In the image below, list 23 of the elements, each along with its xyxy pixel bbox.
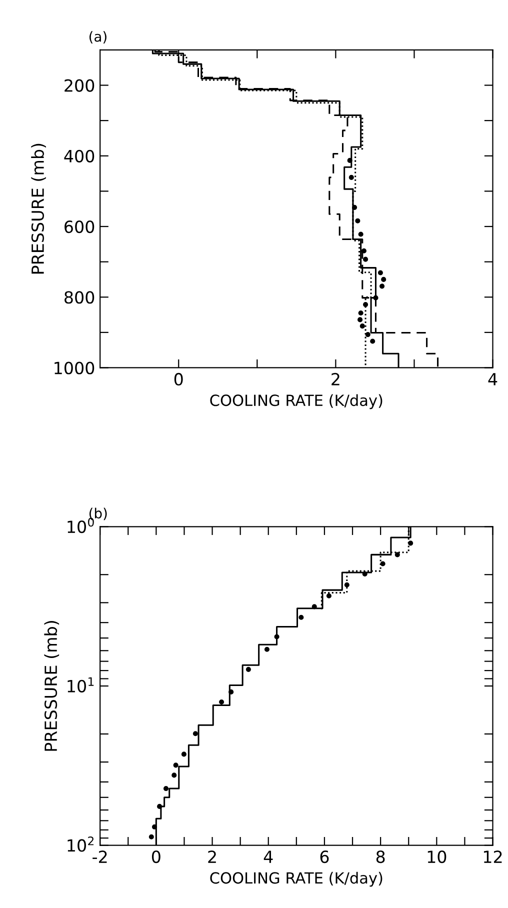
x-tick-label: 2 (332, 372, 340, 386)
x-tick-label: 4 (488, 373, 498, 386)
y-axis-title: PRESSURE (mb) (31, 144, 46, 274)
x-tick-label: 4 (264, 850, 273, 863)
x-tick-label: 2 (208, 850, 216, 863)
x-axis-title: COOLING RATE (K/day) (210, 394, 382, 410)
x-axis-title: COOLING RATE (K/day) (210, 872, 382, 887)
y-tick-label: 10$^{1}$ (68, 677, 94, 692)
x-tick-label: -2 (92, 850, 107, 863)
y-axis-title: PRESSURE (mb) (44, 621, 60, 751)
chart-title: (a) (89, 31, 106, 44)
x-tick-label: 0 (174, 372, 183, 386)
x-tick-label: 10 (428, 850, 446, 864)
x-tick-label: 12 (484, 850, 502, 863)
y-tick-label: 800 (64, 291, 94, 304)
y-tick-label: 1000 (54, 362, 94, 374)
y-tick-label: 600 (64, 220, 94, 234)
y-tick-label: 200 (64, 79, 94, 92)
x-tick-label: 8 (376, 850, 385, 864)
y-tick-label: 400 (64, 150, 94, 162)
x-tick-label: 6 (320, 850, 329, 864)
y-tick-label: 10$^{2}$ (68, 836, 94, 852)
x-tick-label: 0 (152, 850, 160, 864)
